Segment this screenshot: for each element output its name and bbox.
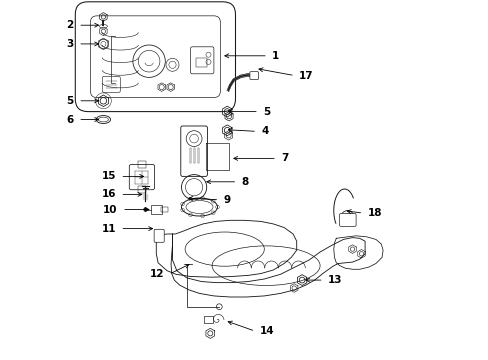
Bar [151, 205, 162, 214]
Text: 12: 12 [150, 269, 164, 279]
Text: 5: 5 [263, 107, 270, 117]
Text: 15: 15 [102, 171, 116, 181]
Bar [137, 186, 146, 193]
Text: 17: 17 [299, 71, 313, 81]
Bar [137, 161, 146, 168]
Text: 18: 18 [367, 208, 381, 218]
Text: 6: 6 [66, 114, 74, 125]
FancyBboxPatch shape [339, 213, 355, 226]
Bar [161, 207, 168, 212]
Polygon shape [333, 236, 382, 269]
FancyBboxPatch shape [129, 165, 154, 190]
Text: 14: 14 [259, 326, 274, 336]
FancyBboxPatch shape [75, 2, 235, 112]
FancyBboxPatch shape [249, 72, 258, 80]
FancyBboxPatch shape [181, 126, 207, 176]
Text: 8: 8 [241, 177, 248, 187]
Circle shape [144, 208, 146, 211]
Text: 3: 3 [66, 39, 74, 49]
Text: 9: 9 [223, 195, 230, 205]
Bar [196, 58, 206, 67]
Text: 16: 16 [102, 189, 116, 199]
FancyBboxPatch shape [154, 229, 164, 242]
Polygon shape [171, 234, 365, 297]
Text: 11: 11 [102, 224, 116, 234]
Text: 5: 5 [66, 96, 74, 106]
Bar [204, 316, 212, 323]
Text: 10: 10 [103, 204, 118, 215]
Text: 1: 1 [272, 51, 279, 61]
Text: 7: 7 [281, 153, 288, 163]
Text: 2: 2 [66, 20, 74, 30]
Text: 4: 4 [261, 126, 268, 136]
Text: 13: 13 [327, 275, 342, 285]
Polygon shape [156, 220, 296, 277]
